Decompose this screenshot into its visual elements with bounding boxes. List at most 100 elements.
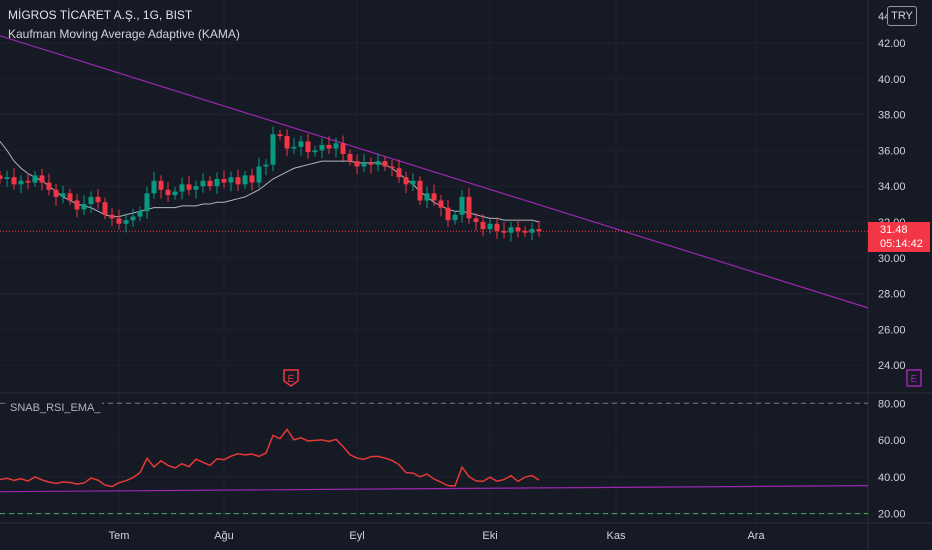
candle-body <box>144 193 150 212</box>
trendline-segment <box>0 35 869 309</box>
earnings-marker: E <box>283 369 299 387</box>
candle-body <box>116 218 122 224</box>
candle-body <box>165 189 171 196</box>
candle-body <box>256 166 262 183</box>
chart-title: MİGROS TİCARET A.Ş., 1G, BIST <box>8 8 193 22</box>
candle-body <box>473 218 479 222</box>
candle-body <box>263 164 269 167</box>
indicator-kama-label: Kaufman Moving Average Adaptive (KAMA) <box>8 27 240 41</box>
candle-body <box>347 153 353 162</box>
candle-body <box>459 196 465 215</box>
earnings-marker-shape[interactable] <box>906 369 922 387</box>
candle-body <box>312 150 318 153</box>
last-price-badge: 31.48 05:14:42 <box>868 222 930 252</box>
candle-body <box>375 161 381 165</box>
candle-body <box>39 175 45 183</box>
candle-body <box>32 175 38 183</box>
indicator-rsi-label: SNAB_RSI_EMA_ <box>8 402 103 414</box>
candle-body <box>4 177 10 179</box>
price-tick-label: 30.00 <box>878 253 906 265</box>
candle-body <box>81 204 87 210</box>
price-trendline[interactable] <box>0 35 869 309</box>
candle-body <box>396 168 402 178</box>
candle-body <box>60 193 66 197</box>
kama-line <box>0 141 540 223</box>
candle-body <box>326 144 332 149</box>
candle-body <box>130 216 136 221</box>
candle-body <box>221 178 227 183</box>
earnings-marker-label: E <box>288 374 295 385</box>
price-tick-label: 42.00 <box>878 38 906 50</box>
candle-body <box>417 180 423 201</box>
candle-body <box>319 144 325 151</box>
candle-body <box>291 146 297 149</box>
candle-body <box>11 177 17 185</box>
price-tick-label: 28.00 <box>878 289 906 301</box>
rsi-tick-label: 60.00 <box>878 435 906 447</box>
rsi-polyline <box>0 428 540 488</box>
axes: 42.0040.0038.0036.0034.0032.0030.0028.00… <box>109 11 906 542</box>
candle-body <box>333 143 339 149</box>
price-tick-label: 26.00 <box>878 324 906 336</box>
candle-body <box>508 227 514 233</box>
candle-body <box>25 180 31 183</box>
candle-body <box>515 227 521 231</box>
candle-body <box>284 136 290 149</box>
price-tick-label: 40.00 <box>878 74 906 86</box>
candle-body <box>480 221 486 230</box>
candle-body <box>277 134 283 137</box>
time-tick-label: Ağu <box>214 530 234 542</box>
candle-body <box>186 184 192 190</box>
candle-body <box>193 186 199 190</box>
price-tick-label: 38.00 <box>878 110 906 122</box>
candle-body <box>466 196 472 219</box>
candle-body <box>270 134 276 165</box>
candle-body <box>102 202 108 215</box>
candle-body <box>53 189 59 197</box>
candle-body <box>445 207 451 221</box>
price-tick-label: 24.00 <box>878 360 906 372</box>
candle-body <box>368 162 374 165</box>
candle-body <box>95 196 101 203</box>
candle-body <box>151 180 157 194</box>
candle-body <box>382 161 388 167</box>
candle-body <box>522 230 528 233</box>
rsi-tick-label: 20.00 <box>878 509 906 521</box>
candle-body <box>431 193 437 201</box>
time-tick-label: Eyl <box>349 530 364 542</box>
candle-body <box>536 229 542 232</box>
candle-body <box>501 230 507 233</box>
earnings-marker-shape[interactable] <box>283 369 299 387</box>
candle-body <box>410 180 416 185</box>
time-tick-label: Kas <box>607 530 626 542</box>
candles <box>0 126 542 242</box>
candle-body <box>18 180 24 185</box>
candle-body <box>242 175 248 185</box>
candle-body <box>109 214 115 219</box>
rsi-trendline[interactable] <box>0 485 869 493</box>
candle-body <box>340 143 346 154</box>
rsi-trendline-segment <box>0 485 869 493</box>
price-tick-label: 36.00 <box>878 145 906 157</box>
candle-body <box>487 223 493 230</box>
candle-body <box>137 211 143 217</box>
candle-body <box>529 229 535 233</box>
candle-body <box>389 166 395 169</box>
candle-body <box>424 193 430 201</box>
candle-body <box>0 175 3 179</box>
candle-body <box>214 178 220 187</box>
earnings-marker-label: E <box>911 374 918 385</box>
currency-button[interactable]: TRY <box>887 6 917 26</box>
candle-body <box>88 196 94 205</box>
time-tick-label: Tem <box>109 530 130 542</box>
candle-body <box>298 141 304 147</box>
rsi-levels <box>0 402 868 515</box>
rsi-line <box>0 428 540 488</box>
candle-body <box>74 200 80 210</box>
candle-body <box>67 193 73 201</box>
candle-body <box>249 175 255 183</box>
candle-body <box>452 214 458 221</box>
candle-body <box>403 177 409 185</box>
